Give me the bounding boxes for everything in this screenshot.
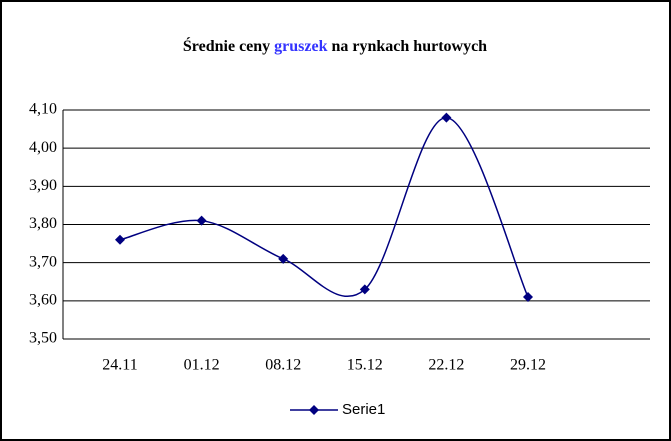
title-part: na rynkach hurtowych: [332, 38, 488, 55]
x-tick-label: 22.12: [428, 357, 464, 374]
legend-label: Serie1: [342, 401, 385, 418]
chart-title: Średnie ceny gruszek na rynkach hurtowych: [183, 36, 487, 55]
point-marker: [196, 215, 207, 226]
legend-marker: [309, 405, 319, 415]
x-tick-label: 24.11: [102, 357, 137, 374]
y-tick-label: 3,90: [29, 177, 57, 194]
y-tick-label: 3,50: [29, 330, 57, 347]
point-marker: [115, 234, 125, 245]
point-marker: [278, 253, 289, 264]
x-tick-label: 15.12: [347, 357, 383, 374]
point-marker: [441, 112, 452, 123]
y-tick-label: 3,70: [29, 253, 57, 270]
title-highlight: gruszek: [274, 38, 327, 55]
x-tick-label: 29.12: [510, 357, 546, 374]
y-tick-label: 4,00: [29, 139, 57, 156]
point-marker: [523, 292, 533, 303]
point-marker: [359, 284, 370, 295]
x-tick-label: 08.12: [265, 357, 301, 374]
y-tick-label: 3,80: [29, 215, 57, 232]
y-tick-label: 3,60: [29, 292, 57, 309]
y-tick-label: 4,10: [29, 101, 57, 118]
x-tick-label: 01.12: [184, 357, 220, 374]
title-part: Średnie ceny: [183, 36, 270, 55]
